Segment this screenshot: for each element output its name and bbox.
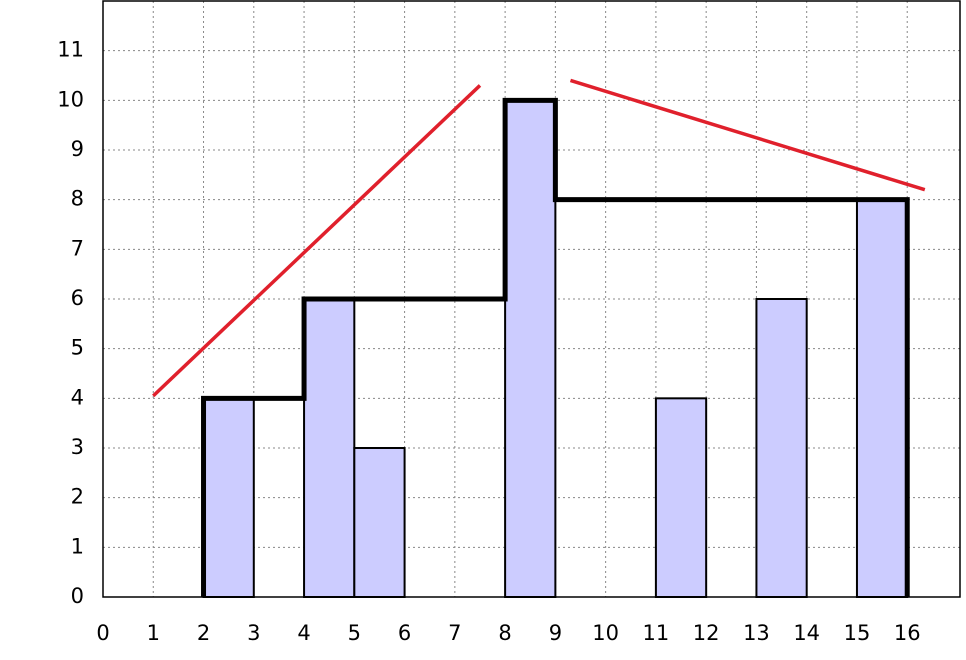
x-tick-label: 7 [448,621,461,645]
x-tick-label: 15 [844,621,871,645]
x-tick-label: 3 [247,621,260,645]
bar [855,198,909,599]
y-tick-label: 8 [71,187,84,211]
y-tick-label: 11 [57,38,84,62]
x-tick-label: 5 [348,621,361,645]
bar [755,298,808,598]
bar [202,397,255,599]
y-tick-label: 9 [71,137,84,161]
x-tick-label: 14 [793,621,820,645]
y-tick-label: 1 [71,534,84,558]
bar [504,99,557,598]
bar [654,397,708,599]
x-tick-label: 16 [894,621,921,645]
x-tick-label: 0 [96,621,109,645]
x-tick-label: 9 [549,621,562,645]
x-tick-label: 1 [147,621,160,645]
x-tick-label: 12 [693,621,720,645]
y-tick-label: 6 [71,286,84,310]
y-tick-label: 0 [71,584,84,608]
trend-line [152,84,482,398]
y-tick-label: 10 [57,87,84,111]
x-tick-label: 10 [592,621,619,645]
x-tick-label: 13 [743,621,770,645]
x-tick-label: 11 [643,621,670,645]
trend-line [569,78,926,192]
y-tick-label: 5 [71,336,84,360]
y-tick-label: 2 [71,485,84,509]
y-tick-label: 4 [71,385,84,409]
bar [303,298,356,598]
x-tick-label: 4 [297,621,310,645]
bar [353,447,406,598]
x-tick-label: 8 [498,621,511,645]
skyline [201,97,910,597]
y-tick-label: 3 [71,435,84,459]
plot-border [102,0,961,598]
y-tick-label: 7 [71,236,84,260]
x-tick-label: 6 [398,621,411,645]
x-tick-label: 2 [197,621,210,645]
